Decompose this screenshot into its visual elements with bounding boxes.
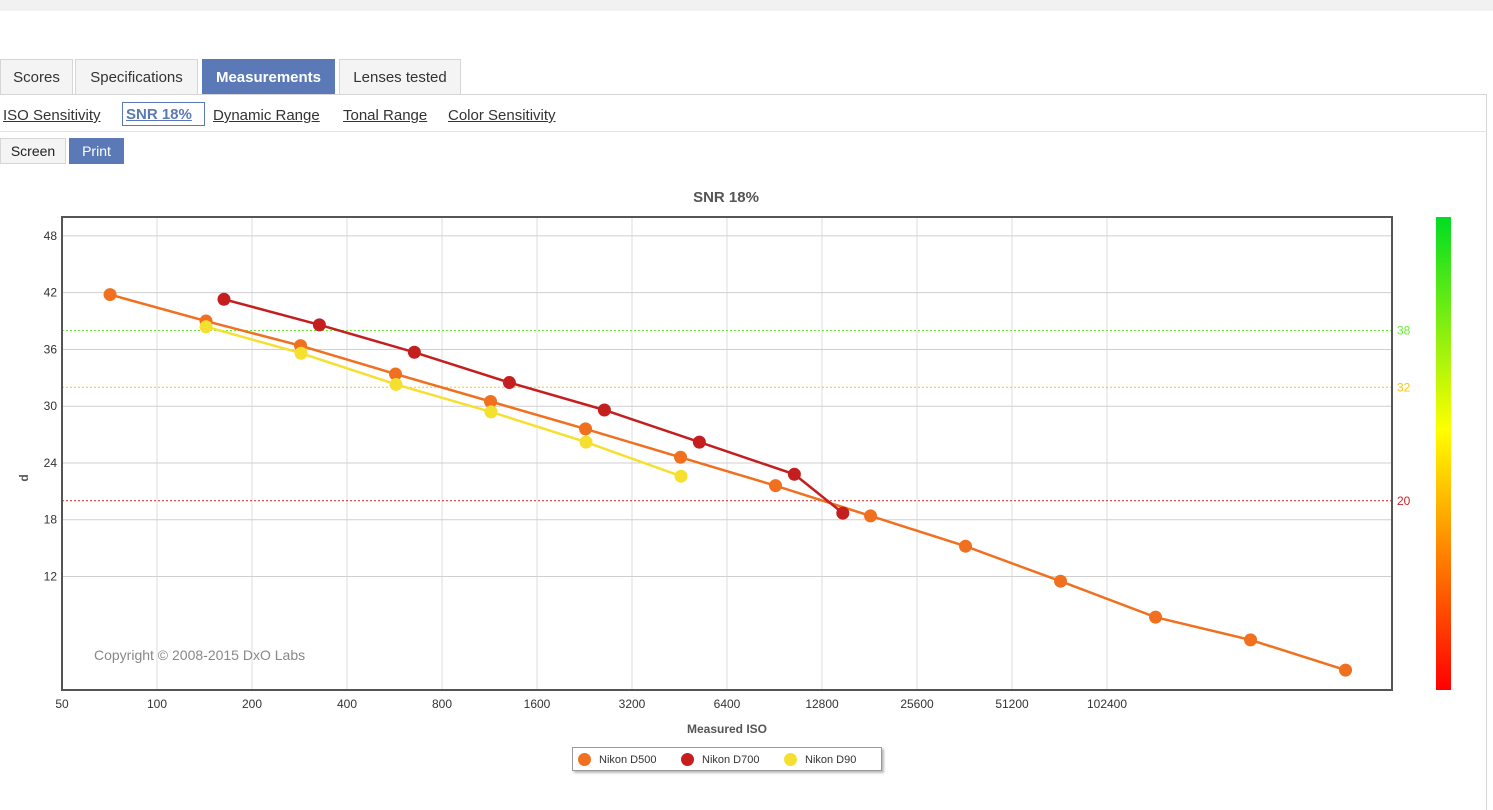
chart-title: SNR 18% [693, 189, 759, 206]
series-nikon-d90 [199, 320, 688, 483]
data-point [484, 405, 498, 419]
data-point [312, 318, 326, 332]
y-ticks: 12 18 24 30 36 42 48 [44, 229, 58, 584]
legend-label-d700: Nikon D700 [702, 754, 760, 766]
series-line [205, 325, 682, 478]
measurements-panel [0, 94, 1487, 810]
legend-dot-d700 [681, 752, 694, 766]
y-tick-label: 30 [44, 399, 58, 413]
data-point [1054, 574, 1068, 588]
data-point [674, 450, 688, 464]
data-point [389, 377, 403, 391]
series-nikon-d700 [217, 292, 850, 520]
data-point [103, 288, 117, 302]
data-point [836, 506, 850, 520]
legend-item-d90[interactable]: Nikon D90 [784, 751, 856, 769]
y-tick-label: 42 [44, 286, 58, 300]
y-tick-label: 36 [44, 342, 58, 356]
tab-measurements[interactable]: Measurements [202, 59, 335, 95]
x-tick-label: 102400 [1087, 697, 1127, 711]
plot-frame [61, 216, 1393, 691]
subtab-snr-18[interactable]: SNR 18% [122, 102, 205, 126]
x-tick-label: 800 [432, 697, 452, 711]
chart-legend: Nikon D500 Nikon D700 Nikon D90 [572, 747, 882, 771]
series-nikon-d500 [103, 288, 1353, 677]
legend-label-d500: Nikon D500 [599, 754, 657, 766]
x-tick-label: 3200 [619, 697, 646, 711]
legend-label-d90: Nikon D90 [805, 754, 857, 766]
data-point [217, 292, 231, 306]
legend-item-d700[interactable]: Nikon D700 [681, 751, 759, 769]
tab-lenses-tested[interactable]: Lenses tested [339, 59, 461, 94]
data-point [579, 422, 593, 436]
x-tick-label: 50 [55, 697, 69, 711]
tab-scores[interactable]: Scores [0, 59, 73, 94]
data-point [674, 469, 688, 483]
x-tick-label: 12800 [805, 697, 839, 711]
data-point [769, 479, 783, 493]
x-tick-label: 400 [337, 697, 357, 711]
data-point [407, 345, 421, 359]
legend-dot-d90 [784, 752, 797, 766]
data-point [597, 403, 611, 417]
threshold-lines: 38 32 20 [62, 324, 1411, 508]
data-point [199, 320, 213, 334]
threshold-label: 32 [1397, 380, 1411, 394]
subtab-color-sensitivity[interactable]: Color Sensitivity [448, 107, 556, 124]
data-point [692, 435, 706, 449]
x-tick-label: 25600 [900, 697, 934, 711]
data-point [294, 346, 308, 360]
data-point [579, 435, 593, 449]
series-line [223, 298, 844, 515]
x-ticks: 50 100 200 400 800 1600 3200 6400 12800 25600 5120… [55, 697, 1127, 711]
grid [61, 217, 1392, 690]
y-tick-label: 48 [44, 229, 58, 243]
x-tick-label: 200 [242, 697, 262, 711]
data-point [959, 539, 973, 553]
subtab-tonal-range[interactable]: Tonal Range [343, 107, 428, 124]
legend-item-d500[interactable]: Nikon D500 [578, 751, 656, 769]
data-point [1339, 663, 1353, 677]
x-tick-label: 100 [147, 697, 167, 711]
print-button[interactable]: Print [69, 138, 124, 164]
subtab-dynamic-range[interactable]: Dynamic Range [213, 107, 320, 124]
y-tick-label: 12 [44, 569, 58, 583]
screen-button[interactable]: Screen [0, 138, 66, 164]
data-point [1244, 633, 1258, 647]
subtab-iso-sensitivity[interactable]: ISO Sensitivity [3, 107, 101, 124]
data-point [502, 376, 516, 390]
copyright-text: Copyright © 2008-2015 DxO Labs [94, 647, 305, 663]
series-line [109, 293, 1346, 672]
x-tick-label: 1600 [524, 697, 551, 711]
x-tick-label: 51200 [995, 697, 1029, 711]
y-axis-label: d [17, 474, 31, 481]
snr-chart: SNR 18% 38 32 20 50 100 200 400 800 1600 3200 640… [17, 189, 1451, 736]
x-tick-label: 6400 [714, 697, 741, 711]
tab-specifications[interactable]: Specifications [75, 59, 198, 94]
data-point [1149, 610, 1163, 624]
y-tick-label: 24 [44, 456, 58, 470]
legend-dot-d500 [578, 752, 591, 766]
measurement-subnav: ISO Sensitivity SNR 18% Dynamic Range To… [0, 95, 1487, 132]
data-point [864, 509, 878, 523]
x-axis-label: Measured ISO [687, 722, 767, 736]
data-point [389, 367, 403, 381]
threshold-label: 38 [1397, 324, 1411, 338]
y-tick-label: 18 [44, 513, 58, 527]
threshold-label: 20 [1397, 494, 1411, 508]
top-bar [0, 0, 1493, 11]
data-point [484, 394, 498, 408]
series [103, 288, 1353, 677]
color-scale-bar [1436, 217, 1451, 690]
data-point [787, 467, 801, 481]
